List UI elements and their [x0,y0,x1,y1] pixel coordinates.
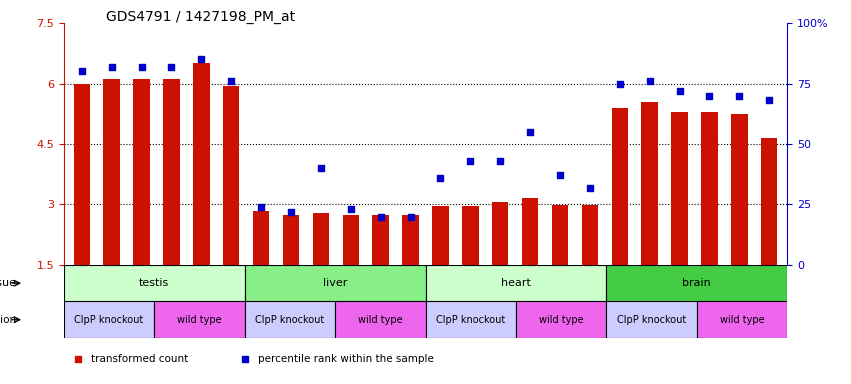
Bar [731,114,747,265]
Point [164,63,178,70]
Text: genotype/variation: genotype/variation [0,314,17,325]
Bar [245,265,426,301]
Bar [283,215,300,265]
Text: testis: testis [139,278,169,288]
Bar [223,86,239,265]
Point [553,172,567,179]
Text: heart: heart [501,278,531,288]
Point [464,158,477,164]
Bar [403,215,419,265]
Bar [432,207,448,265]
Point [643,78,656,84]
Point [733,93,746,99]
Point [344,206,357,212]
Point [105,63,118,70]
Point [703,93,717,99]
Point [284,209,298,215]
Point [75,68,89,74]
Bar [426,265,606,301]
Bar [426,301,516,338]
Point [403,214,417,220]
Text: ClpP knockout: ClpP knockout [436,314,505,325]
Text: GDS4791 / 1427198_PM_at: GDS4791 / 1427198_PM_at [106,10,295,23]
Bar [193,63,209,265]
Point [134,63,148,70]
Bar [607,301,697,338]
Bar [582,205,598,265]
Bar [245,301,335,338]
Bar [761,138,778,265]
Bar [492,202,508,265]
Bar [64,301,154,338]
Text: ClpP knockout: ClpP knockout [74,314,144,325]
Point [762,98,776,104]
Point [523,129,537,135]
Bar [64,265,245,301]
Bar [642,102,658,265]
Text: wild type: wild type [358,314,403,325]
Point [673,88,687,94]
Bar [462,207,478,265]
Bar [312,213,329,265]
Text: transformed count: transformed count [91,354,189,364]
Point [494,158,507,164]
Bar [701,112,717,265]
Text: brain: brain [683,278,711,288]
Point [583,184,597,190]
Bar [163,79,180,265]
Bar [73,84,90,265]
Text: liver: liver [323,278,347,288]
Text: tissue: tissue [0,278,17,288]
Bar [343,215,359,265]
Bar [373,215,389,265]
Bar [697,301,787,338]
Bar [104,79,120,265]
Text: ClpP knockout: ClpP knockout [255,314,324,325]
Text: ClpP knockout: ClpP knockout [617,314,686,325]
Point [225,78,238,84]
Bar [671,112,688,265]
Point [254,204,268,210]
Point [195,56,208,63]
Bar [335,301,426,338]
Bar [522,199,539,265]
Text: wild type: wild type [177,314,222,325]
Bar [253,210,269,265]
Bar [607,265,787,301]
Point [374,214,387,220]
Bar [516,301,607,338]
Bar [612,108,628,265]
Point [314,165,328,171]
Bar [154,301,245,338]
Point [434,175,448,181]
Bar [551,205,568,265]
Text: wild type: wild type [539,314,584,325]
Bar [134,79,150,265]
Point [613,81,626,87]
Text: percentile rank within the sample: percentile rank within the sample [258,354,433,364]
Text: wild type: wild type [720,314,764,325]
